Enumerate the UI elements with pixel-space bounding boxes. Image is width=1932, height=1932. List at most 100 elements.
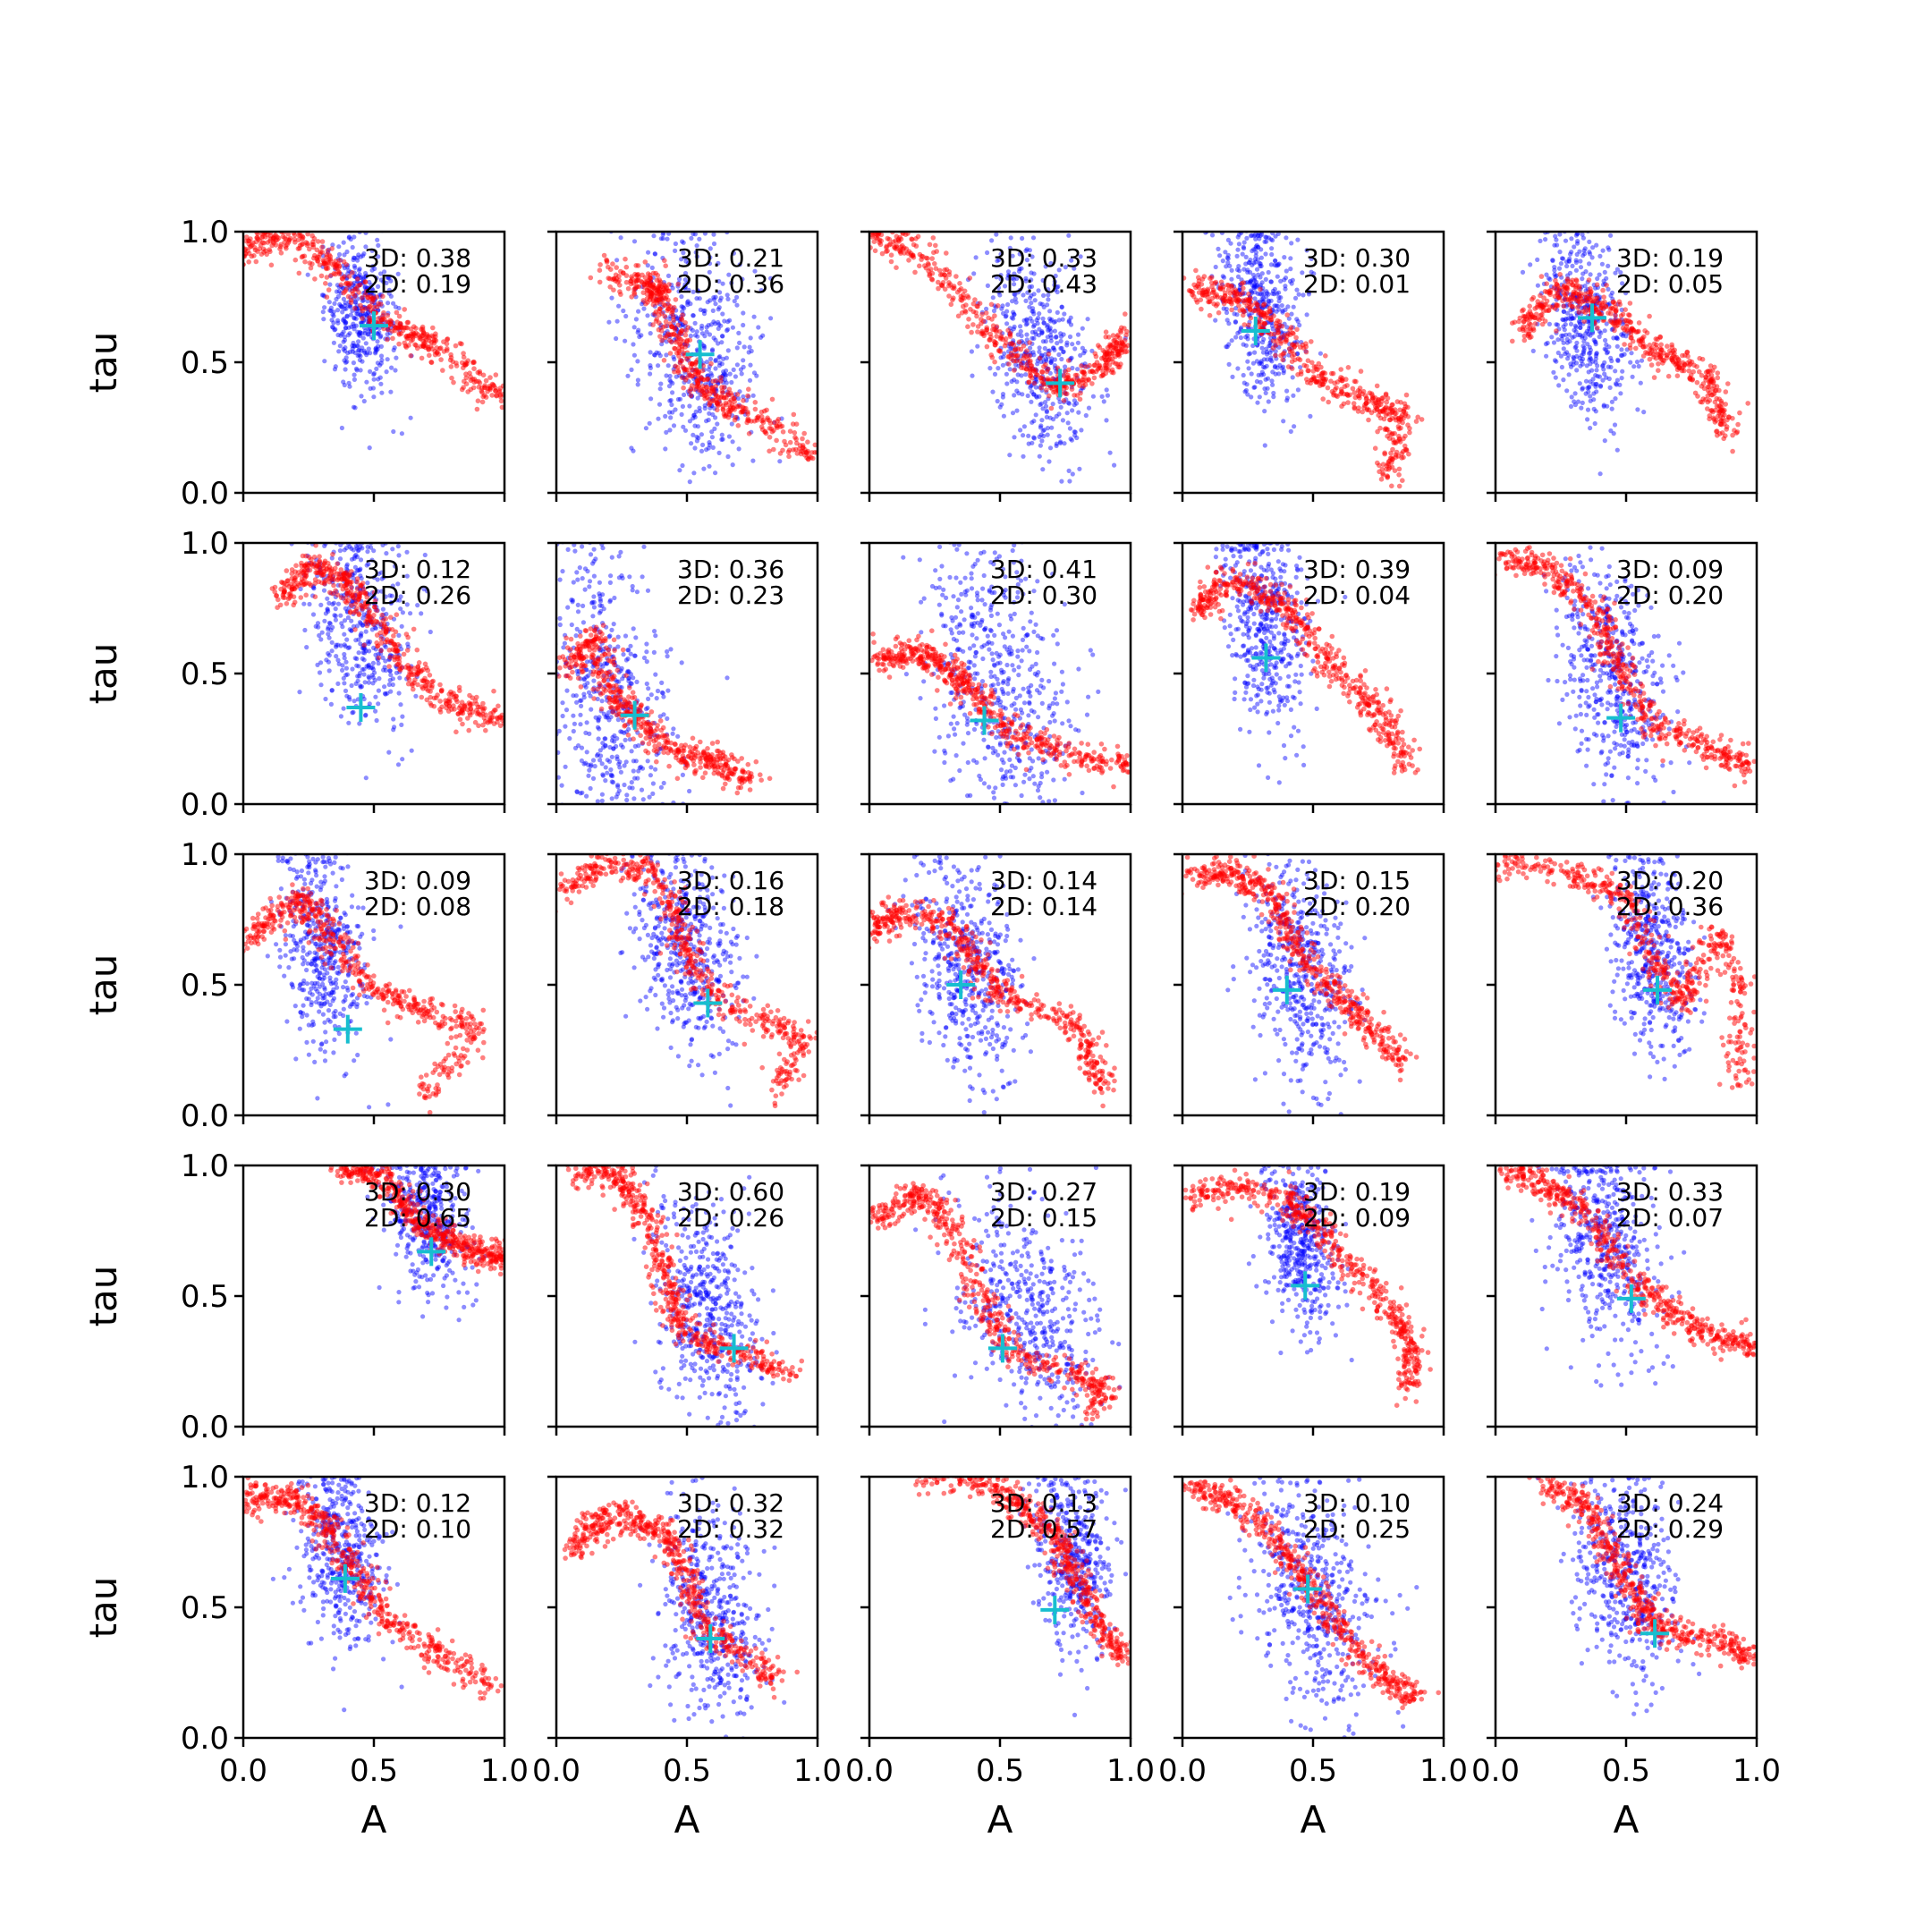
red-point: [682, 377, 689, 383]
red-point: [1392, 468, 1398, 473]
blue-point: [374, 347, 379, 352]
red-point: [1392, 439, 1398, 445]
blue-point: [1578, 258, 1583, 264]
blue-point: [1266, 298, 1271, 303]
red-point: [975, 324, 981, 329]
red-point: [1364, 395, 1369, 401]
blue-point: [364, 379, 369, 385]
blue-point: [1260, 350, 1267, 355]
blue-point: [1580, 232, 1585, 237]
blue-point: [1271, 394, 1276, 400]
red-point: [420, 343, 427, 350]
red-point: [475, 398, 481, 404]
red-point: [759, 427, 766, 433]
blue-point: [1267, 299, 1272, 304]
red-point: [498, 398, 504, 404]
blue-point: [699, 432, 705, 437]
red-point: [707, 400, 713, 406]
red-point: [405, 319, 411, 326]
red-point: [1041, 381, 1047, 387]
red-point: [1718, 398, 1724, 404]
blue-point: [736, 330, 741, 335]
red-point: [390, 335, 395, 342]
blue-point: [1573, 329, 1579, 335]
blue-point: [998, 276, 1004, 282]
blue-point: [336, 244, 342, 250]
blue-point: [1574, 251, 1580, 258]
blue-point: [691, 412, 697, 418]
blue-point: [363, 275, 369, 280]
blue-point: [1025, 393, 1030, 399]
blue-point: [663, 446, 668, 452]
blue-point: [1267, 350, 1273, 355]
blue-point: [1028, 345, 1033, 351]
blue-point: [386, 301, 391, 306]
blue-point: [1297, 322, 1302, 328]
blue-point: [1039, 330, 1045, 335]
blue-point: [1284, 268, 1289, 274]
blue-point: [1595, 275, 1600, 282]
red-point: [451, 379, 456, 386]
red-point: [959, 298, 965, 303]
red-point: [677, 360, 683, 366]
red-point: [445, 336, 451, 342]
blue-point: [682, 285, 688, 291]
blue-point: [631, 448, 636, 453]
blue-point: [1025, 290, 1030, 295]
blue-point: [1052, 328, 1057, 334]
blue-point: [1577, 381, 1582, 386]
red-point: [1393, 452, 1399, 458]
blue-point: [1578, 265, 1584, 270]
blue-point: [378, 381, 384, 386]
red-point: [1539, 300, 1545, 306]
red-point: [1395, 424, 1402, 429]
blue-point: [1618, 391, 1623, 396]
blue-point: [1256, 244, 1261, 250]
blue-point: [343, 320, 349, 326]
blue-point: [665, 273, 672, 278]
red-point: [1089, 369, 1095, 374]
red-point: [913, 236, 919, 242]
blue-point: [1250, 233, 1255, 238]
blue-point: [1258, 283, 1263, 288]
blue-point: [374, 366, 379, 371]
blue-point: [1267, 343, 1272, 349]
blue-point: [1615, 358, 1621, 363]
red-point: [312, 276, 318, 282]
red-point: [1248, 295, 1253, 301]
blue-point: [1279, 303, 1284, 309]
blue-point: [331, 309, 336, 315]
red-point: [677, 342, 683, 347]
red-point: [1724, 417, 1730, 423]
blue-point: [1048, 318, 1054, 324]
blue-point: [355, 255, 360, 260]
red-point: [681, 385, 686, 391]
red-point: [803, 450, 809, 456]
red-point: [1397, 407, 1402, 413]
red-point: [623, 273, 630, 278]
red-point: [1386, 417, 1393, 423]
blue-point: [1281, 419, 1286, 424]
blue-point: [1011, 316, 1016, 321]
red-point: [326, 287, 332, 292]
red-point: [465, 358, 470, 364]
blue-point: [1275, 262, 1281, 267]
red-point: [284, 245, 289, 251]
blue-point: [997, 404, 1003, 410]
blue-point: [754, 373, 759, 378]
red-point: [1087, 362, 1092, 369]
blue-point: [375, 237, 380, 242]
blue-point: [1058, 439, 1063, 445]
red-point: [917, 263, 922, 269]
blue-point: [1306, 289, 1312, 295]
blue-point: [326, 608, 331, 614]
blue-point: [1012, 271, 1017, 276]
blue-point: [343, 325, 349, 331]
blue-point: [1276, 294, 1282, 301]
blue-point: [1586, 389, 1591, 394]
red-point: [463, 371, 469, 377]
red-point: [1627, 342, 1633, 348]
blue-point: [1602, 438, 1607, 444]
